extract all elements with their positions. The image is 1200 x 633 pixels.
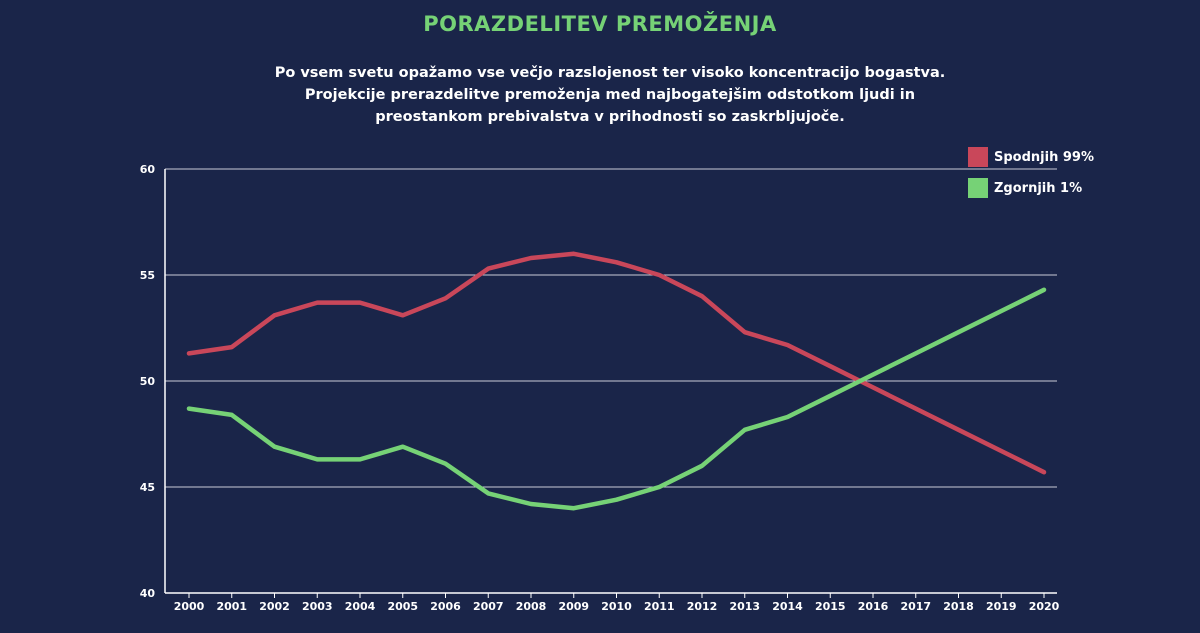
- y-tick-label: 40: [140, 587, 156, 600]
- x-tick-label: 2002: [259, 600, 290, 613]
- x-tick-label: 2019: [986, 600, 1017, 613]
- x-tick-label: 2015: [815, 600, 846, 613]
- series-line-bottom-99: [186, 251, 1047, 475]
- x-tick-label: 2010: [601, 600, 632, 613]
- x-tick-label: 2003: [302, 600, 333, 613]
- x-tick-label: 2006: [430, 600, 461, 613]
- chart-title: PORAZDELITEV PREMOŽENJA: [423, 12, 777, 36]
- y-tick-label: 55: [140, 269, 155, 282]
- x-tick-label: 2004: [345, 600, 376, 613]
- subtitle-line: preostankom prebivalstva v prihodnosti s…: [375, 109, 845, 125]
- legend-swatch: [968, 147, 988, 167]
- y-tick-label: 60: [140, 163, 156, 176]
- legend-label: Zgornjih 1%: [994, 180, 1083, 196]
- x-tick-label: 2000: [174, 600, 205, 613]
- y-tick-label: 45: [140, 481, 155, 494]
- legend-item-top-1[interactable]: Zgornjih 1%: [968, 178, 1094, 198]
- x-tick-label: 2016: [858, 600, 889, 613]
- chart-legend: Spodnjih 99% Zgornjih 1%: [968, 147, 1094, 209]
- x-tick-label: 2017: [900, 600, 931, 613]
- x-tick-label: 2012: [687, 600, 718, 613]
- x-tick-label: 2009: [558, 600, 589, 613]
- y-tick-label: 50: [140, 375, 156, 388]
- x-tick-label: 2007: [473, 600, 504, 613]
- legend-item-bottom-99[interactable]: Spodnjih 99%: [968, 147, 1094, 167]
- legend-label: Spodnjih 99%: [994, 149, 1094, 165]
- x-tick-label: 2008: [516, 600, 547, 613]
- subtitle-line: Projekcije prerazdelitve premoženja med …: [304, 87, 916, 103]
- legend-swatch: [968, 178, 988, 198]
- x-tick-label: 2014: [772, 600, 803, 613]
- chart-subtitle: Po vsem svetu opažamo vse večjo razsloje…: [250, 62, 970, 128]
- x-tick-label: 2020: [1029, 600, 1060, 613]
- x-tick-label: 2018: [943, 600, 974, 613]
- subtitle-line: Po vsem svetu opažamo vse večjo razsloje…: [274, 65, 946, 81]
- x-tick-label: 2005: [387, 600, 418, 613]
- x-tick-label: 2013: [729, 600, 760, 613]
- x-tick-label: 2001: [216, 600, 247, 613]
- series-line-top-1: [186, 287, 1047, 511]
- x-tick-label: 2011: [644, 600, 675, 613]
